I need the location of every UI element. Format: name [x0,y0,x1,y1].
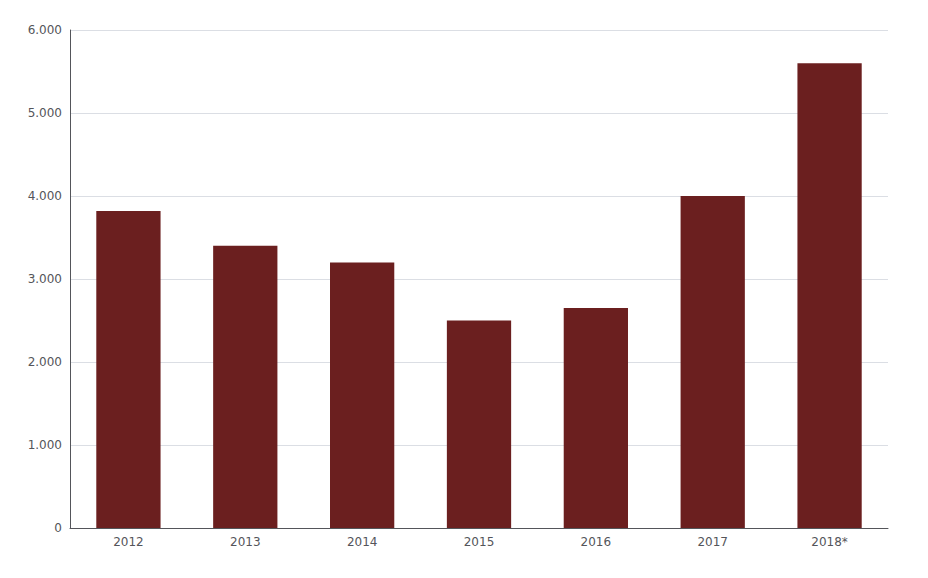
svg-text:3.000: 3.000 [28,272,62,286]
svg-text:2014: 2014 [347,535,378,549]
svg-text:2013: 2013 [230,535,261,549]
svg-text:4.000: 4.000 [28,189,62,203]
svg-text:0: 0 [54,521,62,535]
svg-text:2.000: 2.000 [28,355,62,369]
svg-text:1.000: 1.000 [28,438,62,452]
svg-text:2018*: 2018* [811,535,848,549]
svg-text:2017: 2017 [697,535,728,549]
svg-text:5.000: 5.000 [28,106,62,120]
svg-text:2012: 2012 [113,535,144,549]
svg-text:2016: 2016 [581,535,612,549]
svg-text:6.000: 6.000 [28,23,62,37]
svg-text:2015: 2015 [464,535,495,549]
